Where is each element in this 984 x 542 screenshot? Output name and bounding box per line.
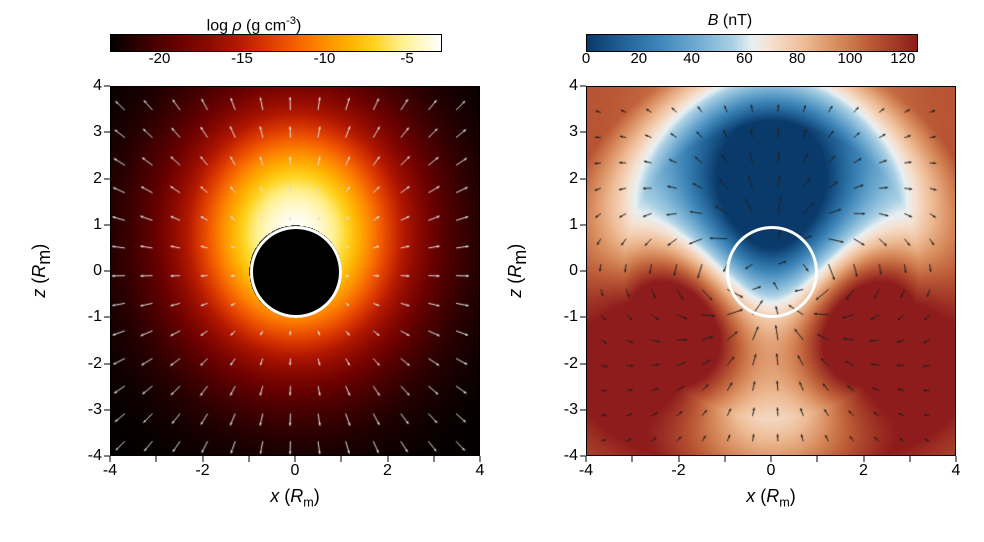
y-tick: 3 — [569, 123, 578, 141]
colorbar-tick: 60 — [736, 50, 753, 67]
y-tick: -4 — [564, 447, 578, 465]
x-tick: 2 — [859, 462, 868, 480]
y-axis-ticks: -4-3-2-101234 — [24, 86, 110, 456]
x-tick: 0 — [767, 462, 776, 480]
colorbar-area-left: log ρ (g cm-3) -20 -15 -10 -5 — [24, 12, 484, 68]
colorbar-ticks-right: 020406080100120 — [586, 50, 916, 68]
colorbar-tick: -15 — [231, 50, 253, 67]
y-tick: 2 — [569, 170, 578, 188]
colorbar-tick: -5 — [400, 50, 413, 67]
colorbar-title-right: B (nT) — [500, 12, 960, 30]
x-axis-ticks: -4-2024 — [110, 456, 480, 486]
colorbar-area-right: B (nT) 0 20 40 60 80 100 120 — [500, 12, 960, 68]
heatmap-density — [110, 86, 480, 456]
colorbar-tick: 80 — [789, 50, 806, 67]
y-tick: -1 — [564, 308, 578, 326]
x-axis-label: x (Rm) — [586, 486, 956, 510]
colorbar-title-left: log ρ (g cm-3) — [24, 12, 484, 35]
y-tick: 2 — [93, 170, 102, 188]
x-tick: 4 — [952, 462, 961, 480]
x-axis-label: x (Rm) — [110, 486, 480, 510]
y-tick: -2 — [564, 355, 578, 373]
y-tick: 1 — [569, 216, 578, 234]
x-tick: -2 — [195, 462, 209, 480]
y-tick: -3 — [88, 401, 102, 419]
y-tick: 3 — [93, 123, 102, 141]
figure: log ρ (g cm-3) -20-15-10-5 z (Rm) -4-3-2… — [0, 0, 984, 542]
y-tick: 1 — [93, 216, 102, 234]
overlay-circle-left — [250, 226, 343, 319]
colorbar-tick: 0 — [582, 50, 590, 67]
y-tick: -2 — [88, 355, 102, 373]
y-tick: 0 — [569, 262, 578, 280]
colorbar-tick: -20 — [149, 50, 171, 67]
colorbar-tick: 40 — [683, 50, 700, 67]
colorbar-tick: 20 — [630, 50, 647, 67]
colorbar-tick: 100 — [837, 50, 862, 67]
panel-density: log ρ (g cm-3) -20-15-10-5 z (Rm) -4-3-2… — [24, 12, 484, 524]
y-tick: 4 — [569, 77, 578, 95]
y-tick: -4 — [88, 447, 102, 465]
y-axis-ticks: -4-3-2-101234 — [500, 86, 586, 456]
x-tick: 0 — [291, 462, 300, 480]
heatmap-magnetic — [586, 86, 956, 456]
colorbar-ticks-left: -20 -15 -10 -5 — [110, 50, 440, 68]
x-tick: -2 — [671, 462, 685, 480]
colorbar-tick: -10 — [314, 50, 336, 67]
y-tick: 4 — [93, 77, 102, 95]
overlay-circle-right — [726, 226, 819, 319]
y-tick: 0 — [93, 262, 102, 280]
x-tick: -4 — [579, 462, 593, 480]
colorbar-tick: 120 — [890, 50, 915, 67]
x-tick: -4 — [103, 462, 117, 480]
x-axis-ticks: -4-2024 — [586, 456, 956, 486]
x-tick: 4 — [476, 462, 485, 480]
x-tick: 2 — [383, 462, 392, 480]
y-tick: -1 — [88, 308, 102, 326]
panel-magnetic: B (nT) 020406080100120 z (Rm) -4-3-2-101… — [500, 12, 960, 524]
y-tick: -3 — [564, 401, 578, 419]
